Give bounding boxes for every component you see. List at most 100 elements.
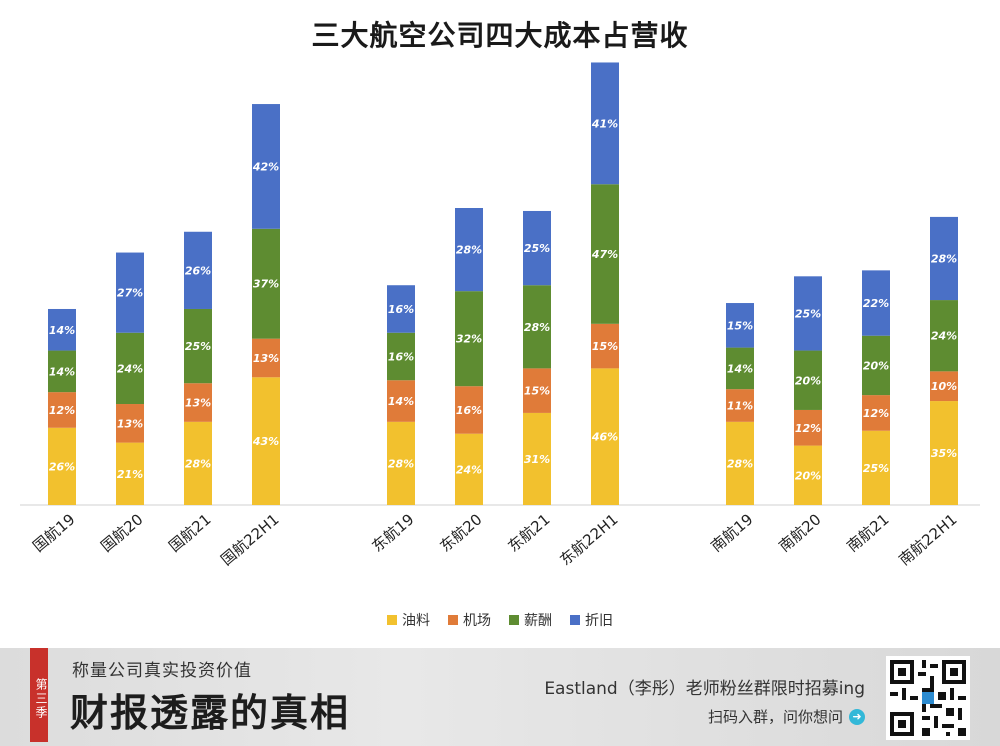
data-label: 28% xyxy=(524,321,550,334)
data-label: 26% xyxy=(185,264,211,277)
bar-segment-4-2 xyxy=(116,252,144,333)
data-label: 24% xyxy=(117,362,143,375)
bar-segment-1-3 xyxy=(184,421,212,505)
data-label: 15% xyxy=(727,319,753,332)
bar-segment-3-1 xyxy=(48,350,76,393)
x-tick-label: 国航22H1 xyxy=(217,510,282,569)
qr-code-icon[interactable] xyxy=(886,656,970,740)
data-label: 22% xyxy=(863,297,889,310)
season-tag: 第三季 xyxy=(30,648,48,742)
data-label: 35% xyxy=(931,447,957,460)
bar-segment-2-2 xyxy=(116,404,144,443)
bar-segment-3-10 xyxy=(794,350,822,410)
bar-segment-4-11 xyxy=(862,270,890,336)
recruit-text: Eastland（李彤）老师粉丝群限时招募ing xyxy=(544,679,865,699)
data-label: 32% xyxy=(456,333,482,346)
legend-swatch xyxy=(448,615,458,625)
data-label: 46% xyxy=(591,431,618,444)
data-label: 43% xyxy=(252,435,279,448)
bar-segment-3-8 xyxy=(591,184,619,324)
data-label: 11% xyxy=(727,400,753,413)
bar-segment-2-8 xyxy=(591,323,619,369)
bar-segment-1-8 xyxy=(591,368,619,505)
chart-legend: 油料 机场 薪酬 折旧 xyxy=(0,610,1000,630)
legend-item-4: 折旧 xyxy=(570,610,613,630)
bar-segment-2-12 xyxy=(930,371,958,402)
bar-segment-1-12 xyxy=(930,401,958,505)
legend-label: 机场 xyxy=(463,613,491,629)
x-tick-label: 国航21 xyxy=(165,510,214,555)
data-label: 28% xyxy=(456,244,482,257)
scan-text: 扫码入群，问你想问 xyxy=(707,708,843,726)
bar-segment-4-12 xyxy=(930,216,958,301)
data-label: 24% xyxy=(931,330,957,343)
bar-segment-1-5 xyxy=(387,421,415,505)
bar-segment-1-4 xyxy=(252,377,280,505)
bar-segment-1-11 xyxy=(862,430,890,505)
data-label: 16% xyxy=(388,351,414,364)
bar-segment-1-7 xyxy=(523,412,551,505)
bar-segment-3-4 xyxy=(252,228,280,339)
data-label: 25% xyxy=(185,340,211,353)
x-tick-label: 国航20 xyxy=(97,510,146,555)
data-label: 26% xyxy=(49,460,75,473)
x-tick-label: 南航20 xyxy=(775,510,824,555)
data-label: 12% xyxy=(49,404,75,417)
data-label: 13% xyxy=(185,397,211,410)
stacked-bar-chart: 26% 12% 14% 14% 国航19 21% 13% 24% 27% 国航20 28% 13% 25… xyxy=(20,62,980,569)
bar-segment-3-12 xyxy=(930,300,958,372)
legend-swatch xyxy=(570,615,580,625)
data-label: 14% xyxy=(388,395,414,408)
legend-label: 薪酬 xyxy=(524,613,552,629)
legend-item-1: 油料 xyxy=(387,610,430,630)
data-label: 12% xyxy=(863,407,889,420)
legend-swatch xyxy=(387,615,397,625)
bar-segment-3-9 xyxy=(726,347,754,390)
bar-segment-1-2 xyxy=(116,442,144,505)
data-label: 12% xyxy=(795,422,821,435)
x-tick-label: 南航22H1 xyxy=(895,510,960,569)
data-label: 31% xyxy=(524,453,550,466)
legend-swatch xyxy=(509,615,519,625)
bar-segment-1-9 xyxy=(726,421,754,505)
legend-item-3: 薪酬 xyxy=(509,610,552,630)
bar-segment-3-2 xyxy=(116,332,144,405)
bar-segment-1-10 xyxy=(794,445,822,505)
data-label: 47% xyxy=(591,248,618,261)
bar-segment-3-6 xyxy=(455,291,483,387)
bar-segment-2-4 xyxy=(252,338,280,378)
banner-main-title: 财报透露的真相 xyxy=(70,690,351,735)
bar-segment-3-5 xyxy=(387,332,415,381)
bar-segment-2-7 xyxy=(523,368,551,413)
bar-segment-2-1 xyxy=(48,392,76,428)
data-label: 14% xyxy=(49,324,75,337)
bar-segment-2-3 xyxy=(184,383,212,422)
legend-item-2: 机场 xyxy=(448,610,491,630)
scan-prompt: 扫码入群，问你想问 ➜ xyxy=(708,706,865,727)
data-label: 42% xyxy=(252,160,279,173)
legend-label: 折旧 xyxy=(585,613,613,629)
data-label: 28% xyxy=(931,252,957,265)
bar-segment-1-1 xyxy=(48,427,76,505)
bar-segment-2-11 xyxy=(862,395,890,431)
data-label: 14% xyxy=(49,365,75,378)
data-label: 10% xyxy=(931,380,957,393)
bar-segment-4-4 xyxy=(252,104,280,229)
bar-segment-4-1 xyxy=(48,308,76,351)
promo-banner: 第三季 称量公司真实投资价值 财报透露的真相 Eastland（李彤）老师粉丝群… xyxy=(0,648,1000,746)
bar-segment-2-5 xyxy=(387,380,415,422)
bar-segment-1-6 xyxy=(455,433,483,505)
bar-segment-4-8 xyxy=(591,62,619,185)
data-label: 28% xyxy=(727,457,753,470)
bar-segment-4-5 xyxy=(387,285,415,333)
bar-segment-4-9 xyxy=(726,303,754,348)
x-tick-label: 南航21 xyxy=(843,510,892,555)
data-label: 41% xyxy=(591,117,618,130)
x-tick-label: 南航19 xyxy=(707,510,756,555)
chart-title: 三大航空公司四大成本占营收 xyxy=(311,19,689,52)
legend-label: 油料 xyxy=(402,613,430,629)
data-label: 25% xyxy=(524,242,550,255)
arrow-right-circle-icon[interactable]: ➜ xyxy=(849,708,865,725)
data-label: 24% xyxy=(456,463,482,476)
data-label: 14% xyxy=(727,362,753,375)
